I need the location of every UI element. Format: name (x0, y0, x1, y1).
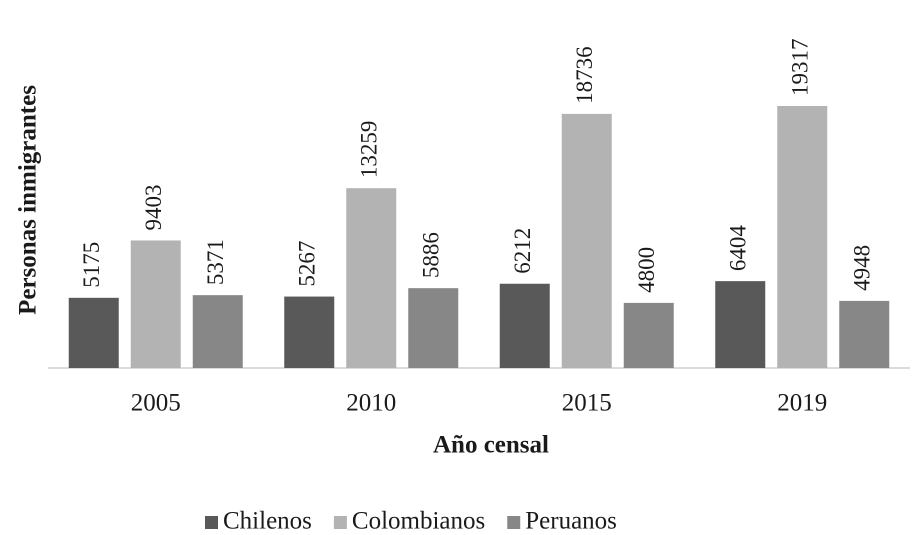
legend-swatch (205, 516, 218, 529)
bar (839, 300, 890, 368)
bar (499, 283, 550, 368)
legend-label: Peruanos (525, 508, 617, 535)
x-tick-label: 2005 (131, 390, 181, 417)
y-axis-title: Personas inmigrantes (15, 85, 42, 315)
bar (408, 288, 459, 368)
bar (68, 297, 119, 368)
value-label: 6404 (726, 225, 751, 272)
bar (623, 302, 674, 368)
x-axis-title: Año censal (433, 432, 549, 459)
bar (346, 188, 397, 368)
value-label: 9403 (141, 184, 166, 230)
value-label: 5886 (419, 232, 444, 278)
value-label: 5175 (79, 242, 104, 288)
bar (284, 296, 335, 368)
bar (715, 281, 766, 368)
value-label: 18736 (572, 46, 597, 104)
value-label: 5267 (295, 241, 320, 287)
value-label: 4948 (850, 245, 875, 291)
legend-swatch (507, 516, 521, 529)
value-label: 19317 (788, 39, 813, 97)
value-label: 13259 (357, 121, 382, 179)
x-tick-label: 2019 (777, 390, 827, 417)
bar (192, 295, 243, 368)
legend-label: Chilenos (223, 508, 312, 535)
value-label: 4800 (634, 247, 659, 293)
x-tick-label: 2010 (346, 390, 396, 417)
value-label: 6212 (510, 228, 535, 274)
bar (130, 240, 181, 368)
legend-label: Colombianos (352, 508, 485, 535)
legend-swatch (333, 516, 347, 529)
value-label: 5371 (203, 239, 228, 285)
bar (777, 106, 828, 368)
x-tick-label: 2015 (562, 390, 612, 417)
bar (561, 113, 612, 368)
